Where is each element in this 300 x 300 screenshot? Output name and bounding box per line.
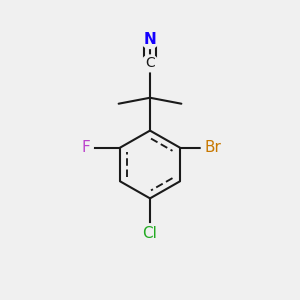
Circle shape bbox=[201, 136, 224, 159]
Circle shape bbox=[142, 55, 158, 72]
Circle shape bbox=[78, 140, 93, 155]
Text: Br: Br bbox=[204, 140, 221, 155]
Circle shape bbox=[141, 31, 159, 49]
Text: C: C bbox=[145, 56, 155, 70]
Text: Cl: Cl bbox=[142, 226, 158, 241]
Text: F: F bbox=[81, 140, 90, 155]
Text: N: N bbox=[144, 32, 156, 47]
Circle shape bbox=[140, 224, 160, 244]
